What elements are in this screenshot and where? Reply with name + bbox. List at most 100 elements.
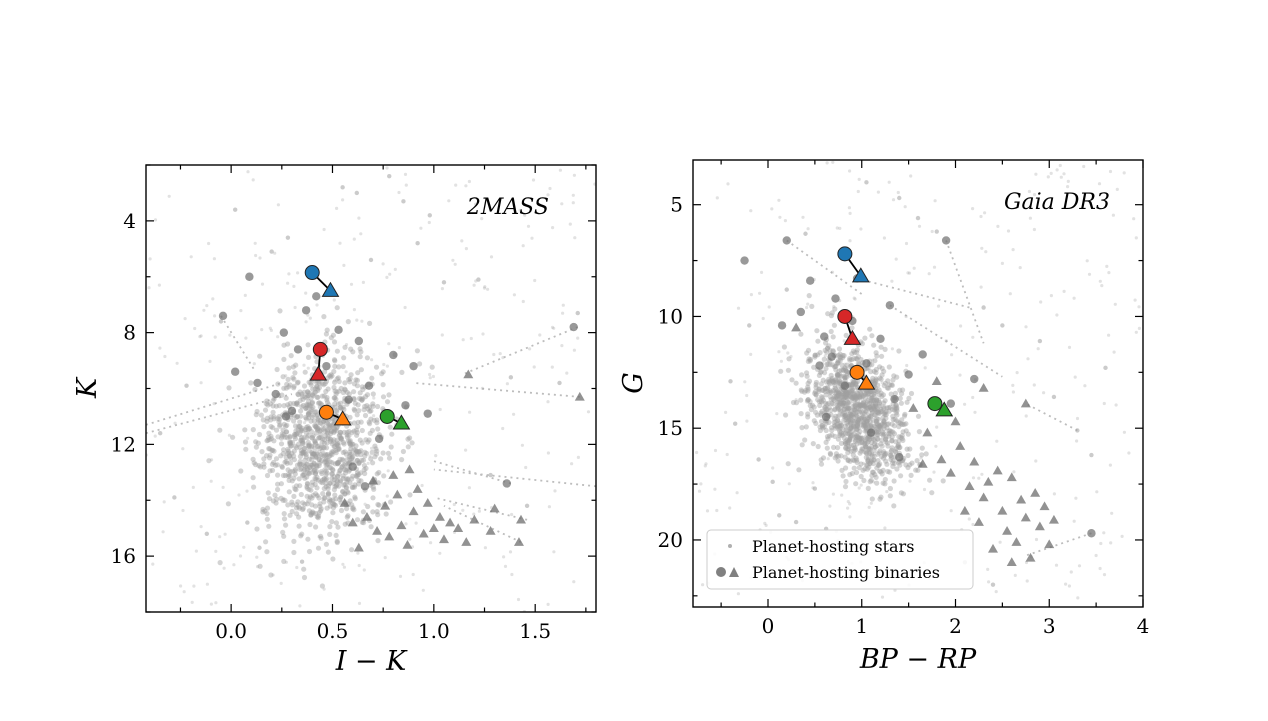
star-point [314,426,320,432]
star-point [869,443,875,450]
star-point [199,381,203,385]
binary-secondary-point [388,470,399,479]
star-point [304,320,308,324]
star-point [280,472,287,479]
star-point [749,209,753,213]
star-point [860,467,866,473]
star-point [858,415,864,421]
star-point [309,502,315,508]
star-point [880,429,886,435]
star-point [266,446,272,452]
star-point [900,421,906,427]
star-point [353,377,359,383]
star-point [255,555,259,559]
star-point [370,484,376,490]
star-point [870,469,877,475]
star-point [799,372,805,378]
star-point [323,456,329,462]
star-point [898,434,904,440]
star-point [879,408,885,414]
star-point [349,476,355,482]
star-point [847,411,854,417]
star-point [1110,511,1114,515]
star-point [399,457,405,463]
star-point [852,402,858,408]
star-point [298,437,304,443]
star-point [359,397,365,403]
star-point [995,439,999,443]
star-point [850,403,856,410]
star-point [853,481,859,487]
star-point [356,449,362,455]
star-point [341,355,347,361]
star-point [317,446,323,452]
star-point [1095,490,1099,494]
star-point [832,390,838,396]
star-point [334,482,340,488]
star-point [835,389,842,395]
star-point [862,437,868,443]
star-point [387,342,391,346]
star-point [864,462,871,468]
star-point [866,464,872,470]
star-point [840,402,846,409]
star-point [361,520,367,526]
star-point [899,433,905,439]
star-point [295,424,301,430]
star-point [836,399,842,405]
star-point [374,509,380,515]
star-point [308,380,314,386]
star-point [850,418,856,424]
highlight-secondary-point [843,329,862,345]
star-point [856,424,862,430]
star-point [364,355,370,361]
star-point [842,423,849,429]
star-point [292,471,298,477]
star-point [847,421,854,427]
star-point [819,399,825,405]
star-point [323,459,329,465]
star-point [340,404,346,410]
star-point [338,385,344,392]
star-point [316,495,322,501]
star-point [862,416,868,422]
star-point [312,438,318,444]
binary-secondary-point [372,525,383,535]
star-point [842,365,848,371]
star-point [158,346,162,350]
star-point [847,435,853,441]
star-point [813,392,819,398]
star-point [276,419,282,425]
star-point [431,374,435,379]
star-point [467,486,471,490]
star-point [306,448,312,454]
star-point [861,400,867,406]
binary-primary-point [820,332,829,341]
star-point [1087,272,1092,276]
star-point [844,395,850,401]
star-point [312,438,318,444]
star-point [806,293,812,299]
star-point [853,297,857,301]
star-point [339,456,345,462]
star-point [771,466,775,470]
star-point [314,413,320,419]
star-point [321,382,327,388]
star-point [321,495,327,501]
star-point [1102,573,1107,577]
highlight-secondary-point [851,267,870,283]
star-point [291,383,297,389]
star-point [907,462,913,468]
star-point [492,352,496,357]
star-point [568,222,572,226]
star-point [844,390,850,396]
star-point [713,487,717,491]
star-point [335,375,341,381]
star-point [833,451,840,457]
star-point [368,408,374,414]
star-point [932,470,936,474]
star-point [414,348,420,354]
star-point [332,363,338,369]
star-point [287,433,293,439]
star-point [848,442,854,448]
